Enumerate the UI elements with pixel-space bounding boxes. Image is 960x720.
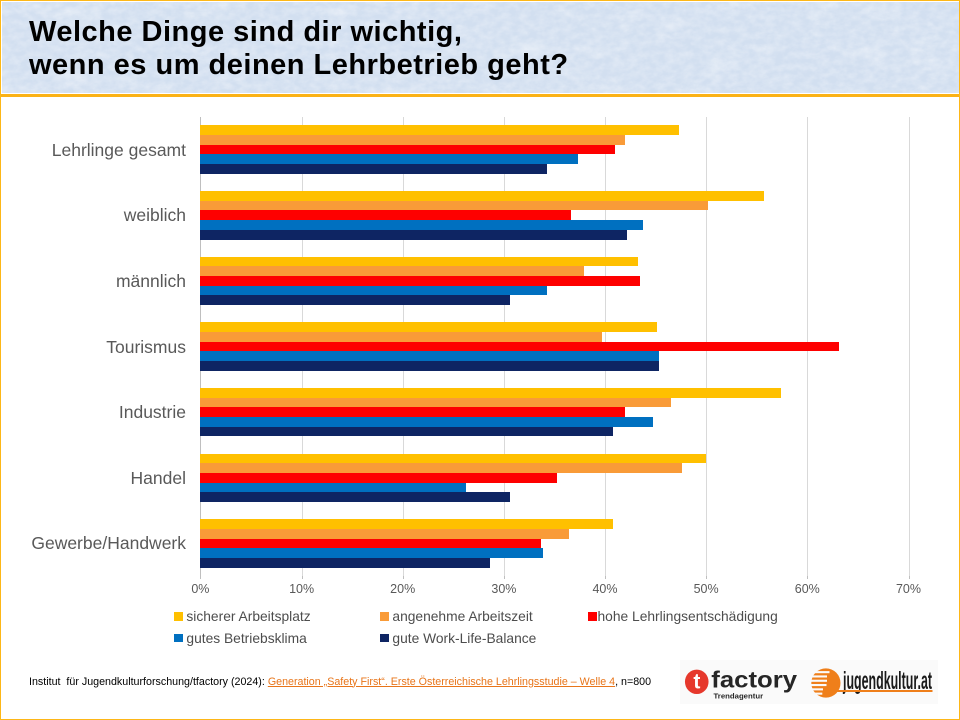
svg-text:factory: factory xyxy=(711,666,797,692)
svg-text:t: t xyxy=(693,671,700,694)
svg-text:Trendagentur: Trendagentur xyxy=(714,692,764,701)
